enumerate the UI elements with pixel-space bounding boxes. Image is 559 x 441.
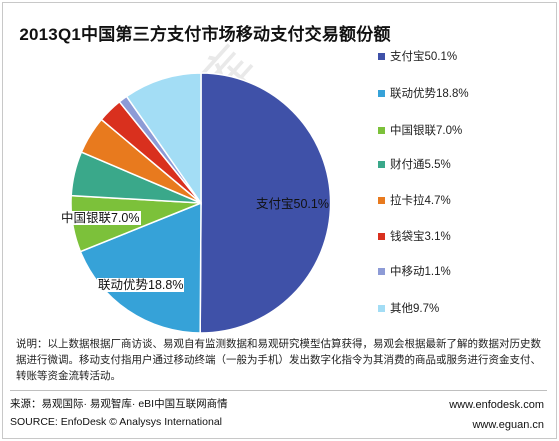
- legend-swatch: [378, 160, 385, 168]
- pie-slice-1: [79, 201, 202, 334]
- pie-slice-0: [199, 72, 332, 334]
- legend-item: 支付宝50.1%: [378, 48, 457, 64]
- pie-slice-7: [125, 72, 202, 206]
- legend-item: 其他9.7%: [378, 300, 439, 316]
- legend-swatch: [378, 89, 385, 97]
- legend-label: 联动优势18.8%: [390, 88, 469, 100]
- legend-item: 中国银联7.0%: [378, 122, 462, 138]
- legend-label: 其他9.7%: [390, 303, 440, 315]
- legend-swatch: [378, 304, 385, 312]
- website-enfodesk: www.enfodesk.com: [449, 399, 544, 411]
- legend-label: 中移动1.1%: [390, 266, 451, 278]
- legend-item: 财付通5.5%: [378, 156, 451, 172]
- legend-item: 钱袋宝3.1%: [378, 228, 451, 244]
- footer-divider: [10, 390, 547, 391]
- slice-label-yinlian: 中国银联7.0%: [60, 211, 141, 225]
- slice-label-liandong: 联动优势18.8%: [97, 278, 185, 292]
- website-eguan: www.eguan.cn: [472, 419, 544, 431]
- legend-item: 中移动1.1%: [378, 263, 451, 279]
- legend-label: 中国银联7.0%: [390, 125, 463, 137]
- source-cn: 来源：易观国际· 易观智库· eBI中国互联网商情: [10, 398, 228, 410]
- slice-label-zhifubao: 支付宝50.1%: [256, 197, 329, 211]
- legend-swatch: [378, 126, 385, 134]
- legend-label: 拉卡拉4.7%: [390, 195, 451, 207]
- legend-item: 联动优势18.8%: [378, 85, 469, 101]
- legend-item: 拉卡拉4.7%: [378, 192, 451, 208]
- legend-swatch: [378, 267, 385, 275]
- legend-swatch: [378, 196, 385, 204]
- legend-label: 支付宝50.1%: [390, 51, 458, 63]
- legend-swatch: [378, 52, 385, 60]
- legend-label: 钱袋宝3.1%: [390, 231, 451, 243]
- source-en: SOURCE: EnfoDesk © Analysys Internationa…: [10, 416, 222, 428]
- legend-swatch: [378, 232, 385, 240]
- legend-label: 财付通5.5%: [390, 159, 451, 171]
- footnote: 说明：以上数据根据厂商访谈、易观自有监测数据和易观研究模型估算获得，易观会根据最…: [16, 338, 541, 382]
- chart-title: 2013Q1中国第三方支付市场移动支付交易额份额: [19, 25, 391, 44]
